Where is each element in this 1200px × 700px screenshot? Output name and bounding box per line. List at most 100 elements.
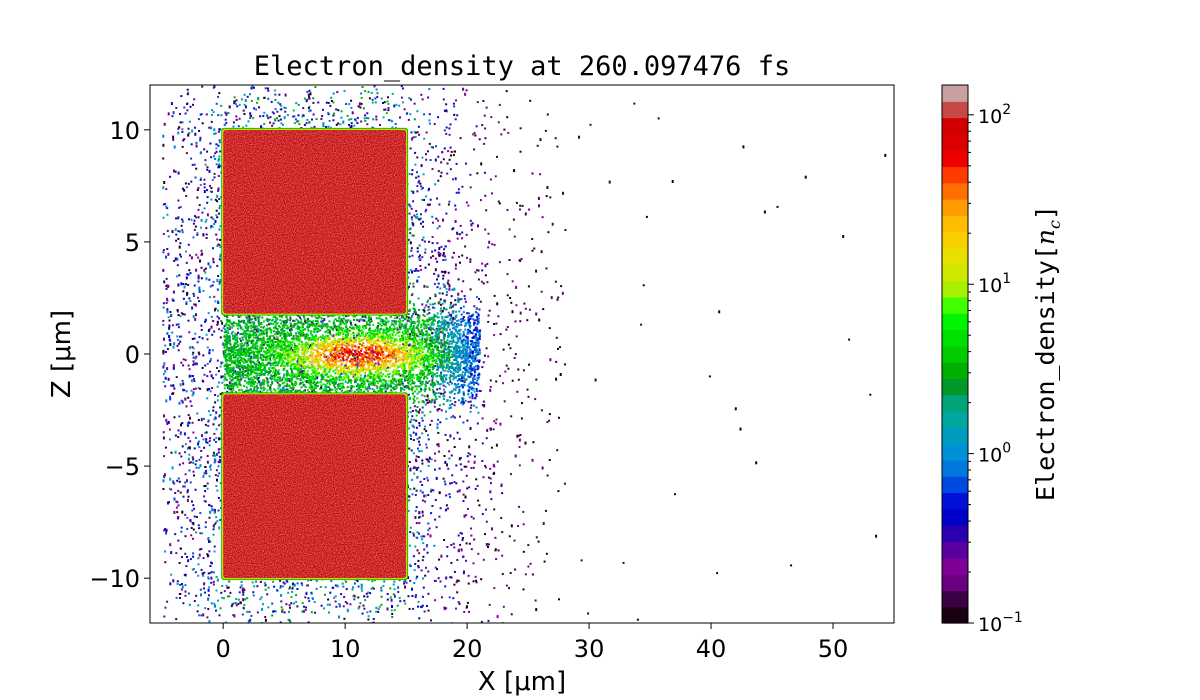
density-cell xyxy=(545,195,548,198)
density-cell xyxy=(215,453,218,456)
density-cell xyxy=(204,267,207,270)
density-cell xyxy=(412,285,415,288)
density-cell xyxy=(219,239,222,241)
density-cell xyxy=(462,334,465,337)
density-cell xyxy=(320,320,323,323)
density-cell xyxy=(369,610,372,613)
density-cell xyxy=(218,212,220,215)
density-cell xyxy=(412,452,415,455)
density-cell xyxy=(240,345,243,348)
density-cell xyxy=(211,387,214,389)
density-cell xyxy=(324,586,327,589)
density-cell xyxy=(524,573,527,576)
density-cell xyxy=(239,356,242,359)
density-cell xyxy=(372,362,375,365)
density-cell xyxy=(434,361,437,364)
density-cell xyxy=(433,315,436,318)
density-cell xyxy=(243,113,246,115)
density-cell xyxy=(248,365,251,368)
density-cell xyxy=(177,429,180,432)
density-cell xyxy=(206,166,209,169)
density-cell xyxy=(459,224,462,227)
density-cell xyxy=(446,321,449,325)
density-cell xyxy=(463,514,466,518)
density-cell xyxy=(304,337,307,340)
density-cell xyxy=(356,116,359,119)
density-cell xyxy=(377,608,380,611)
density-cell xyxy=(219,255,222,258)
density-cell xyxy=(413,118,416,121)
density-cell xyxy=(265,377,268,379)
density-cell xyxy=(189,400,192,403)
density-cell xyxy=(194,215,196,218)
density-cell xyxy=(214,308,216,312)
density-cell xyxy=(426,479,429,482)
density-cell xyxy=(213,545,216,548)
density-cell xyxy=(164,606,167,609)
density-cell xyxy=(458,603,461,605)
density-cell xyxy=(407,386,410,389)
density-cell xyxy=(425,131,428,134)
density-cell xyxy=(435,327,438,330)
density-cell xyxy=(542,522,545,525)
density-cell xyxy=(427,263,430,266)
density-cell xyxy=(202,354,205,357)
density-cell xyxy=(215,575,218,578)
density-cell xyxy=(227,595,229,598)
density-cell xyxy=(509,347,512,350)
density-cell xyxy=(363,314,366,317)
density-cell xyxy=(311,597,314,599)
density-cell xyxy=(387,109,390,112)
density-cell xyxy=(440,596,443,599)
density-cell xyxy=(395,332,398,335)
density-cell xyxy=(514,454,517,458)
density-cell xyxy=(177,349,180,352)
density-cell xyxy=(423,199,425,201)
density-cell xyxy=(471,332,474,335)
density-cell xyxy=(481,124,484,127)
density-cell xyxy=(294,118,297,121)
density-cell xyxy=(432,255,435,258)
density-cell xyxy=(298,123,301,126)
density-cell xyxy=(187,273,190,276)
density-cell xyxy=(218,243,221,246)
density-cell xyxy=(269,370,272,372)
density-cell xyxy=(391,351,394,355)
density-cell xyxy=(228,353,231,356)
density-cell xyxy=(165,351,167,353)
density-cell xyxy=(202,438,205,441)
density-cell xyxy=(167,252,170,256)
density-cell xyxy=(288,619,291,622)
density-cell xyxy=(179,583,182,586)
density-cell xyxy=(242,109,245,112)
density-cell xyxy=(289,329,291,332)
density-cell xyxy=(256,585,259,588)
density-cell xyxy=(205,218,208,221)
density-cell xyxy=(502,348,505,351)
density-cell xyxy=(167,377,170,381)
density-cell xyxy=(305,593,308,595)
density-cell xyxy=(378,605,381,608)
density-cell xyxy=(314,371,317,374)
density-cell xyxy=(313,357,316,360)
density-cell xyxy=(200,253,203,256)
density-cell xyxy=(195,466,198,469)
density-cell xyxy=(208,349,211,351)
density-cell xyxy=(210,576,213,580)
density-cell xyxy=(220,361,223,365)
density-cell xyxy=(214,417,217,420)
density-cell xyxy=(452,227,455,230)
density-cell xyxy=(197,440,200,443)
density-cell xyxy=(207,420,210,423)
density-cell xyxy=(237,125,240,128)
density-cell xyxy=(239,586,242,589)
density-cell xyxy=(519,311,522,315)
density-cell xyxy=(177,230,180,233)
density-cell xyxy=(296,588,299,590)
density-cell xyxy=(417,566,420,569)
density-cell xyxy=(316,331,319,333)
density-cell xyxy=(442,277,445,280)
density-cell xyxy=(282,342,285,345)
density-cell xyxy=(522,369,525,372)
density-cell xyxy=(487,543,490,546)
